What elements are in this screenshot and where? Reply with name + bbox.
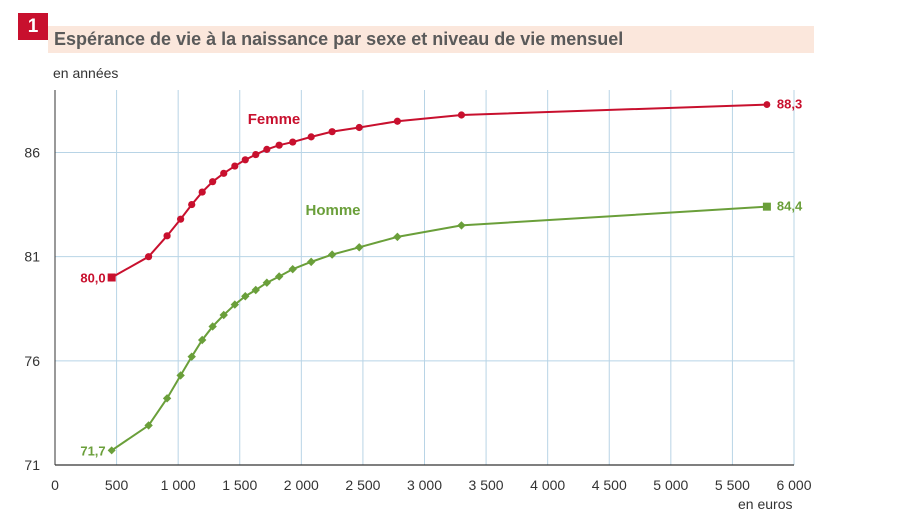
x-tick-label: 5 500 bbox=[715, 477, 750, 493]
end-value-label: 84,4 bbox=[777, 199, 803, 214]
y-tick-label: 76 bbox=[24, 353, 40, 369]
x-tick-label: 2 500 bbox=[345, 477, 380, 493]
data-point bbox=[307, 133, 315, 141]
data-point bbox=[355, 243, 364, 252]
series-femme: 80,0 88,3 Femme bbox=[80, 97, 802, 286]
data-point bbox=[263, 145, 271, 153]
data-point bbox=[251, 285, 260, 295]
series-group: 80,0 88,3 Femme 71,7 84,4 Homme bbox=[80, 97, 803, 459]
series-name-label: Homme bbox=[305, 202, 360, 219]
x-tick-label: 4 000 bbox=[530, 477, 565, 493]
data-point bbox=[328, 128, 336, 136]
data-point bbox=[230, 300, 240, 309]
data-point bbox=[306, 257, 316, 267]
data-point bbox=[107, 446, 116, 455]
data-point bbox=[144, 421, 153, 430]
x-tick-label: 4 500 bbox=[592, 477, 627, 493]
y-tick-label: 81 bbox=[24, 249, 40, 265]
data-point bbox=[220, 169, 228, 177]
data-point bbox=[252, 150, 260, 159]
data-point bbox=[177, 215, 185, 223]
data-point bbox=[198, 188, 206, 196]
x-tick-label: 3 000 bbox=[407, 477, 442, 493]
y-tick-label: 71 bbox=[24, 457, 40, 473]
data-point bbox=[162, 394, 172, 403]
grid-lines bbox=[54, 90, 795, 466]
x-tick-label: 3 500 bbox=[469, 477, 504, 493]
chart-header: 1 Espérance de vie à la naissance par se… bbox=[18, 13, 814, 53]
data-point bbox=[197, 335, 207, 345]
end-value-label: 88,3 bbox=[777, 97, 802, 112]
start-value-label: 71,7 bbox=[80, 443, 105, 458]
x-tick-label: 5 000 bbox=[653, 477, 688, 493]
data-point bbox=[145, 253, 153, 261]
data-point bbox=[327, 250, 337, 259]
y-axis-label: en années bbox=[53, 65, 118, 81]
data-point bbox=[241, 292, 250, 301]
data-point bbox=[188, 200, 196, 209]
data-point bbox=[393, 117, 402, 125]
data-point bbox=[457, 111, 466, 119]
series-line bbox=[111, 205, 767, 452]
x-tick-label: 1 500 bbox=[222, 477, 257, 493]
data-point bbox=[163, 232, 171, 240]
data-point bbox=[208, 322, 217, 331]
x-tick-label: 2 000 bbox=[284, 477, 319, 493]
data-point bbox=[176, 371, 185, 380]
data-point bbox=[209, 178, 217, 186]
data-point bbox=[274, 272, 284, 281]
chart-title: Espérance de vie à la naissance par sexe… bbox=[54, 29, 624, 49]
figure-number-badge: 1 bbox=[18, 13, 48, 40]
axis-ticks: 0 500 1 000 1 500 2 000 2 500 3 000 3 500 4 000 4… bbox=[24, 145, 811, 494]
series-homme: 71,7 84,4 Homme bbox=[80, 199, 803, 459]
data-point bbox=[231, 162, 239, 170]
data-point bbox=[393, 232, 402, 242]
series-name-label: Femme bbox=[248, 111, 301, 128]
data-point bbox=[107, 273, 116, 282]
data-point bbox=[219, 310, 228, 320]
x-axis-label: en euros bbox=[738, 496, 792, 512]
x-tick-label: 6 000 bbox=[776, 477, 811, 493]
start-value-label: 80,0 bbox=[80, 271, 105, 286]
data-point bbox=[288, 264, 297, 274]
data-point bbox=[289, 138, 297, 146]
data-point bbox=[763, 101, 771, 108]
data-point bbox=[457, 221, 466, 230]
x-tick-label: 1 000 bbox=[161, 477, 196, 493]
x-tick-label: 0 bbox=[51, 477, 59, 493]
data-point bbox=[355, 123, 363, 132]
title-band: Espérance de vie à la naissance par sexe… bbox=[48, 26, 814, 53]
series-line bbox=[111, 103, 767, 279]
data-point bbox=[187, 352, 196, 361]
data-point bbox=[262, 278, 272, 287]
x-tick-label: 500 bbox=[105, 477, 129, 493]
y-tick-label: 86 bbox=[24, 145, 40, 161]
data-point bbox=[241, 156, 249, 164]
data-point bbox=[275, 141, 283, 149]
data-point bbox=[762, 202, 771, 211]
